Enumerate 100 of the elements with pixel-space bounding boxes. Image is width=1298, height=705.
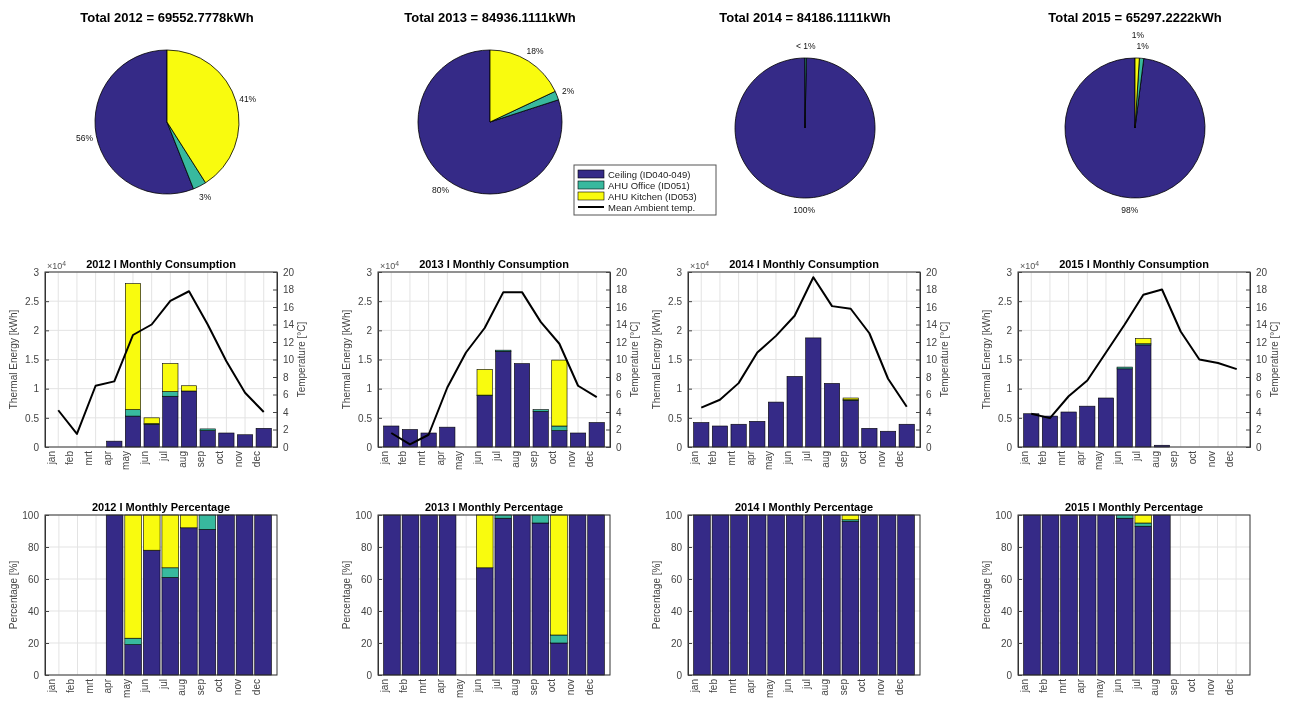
x-tick-label: may	[1093, 451, 1105, 470]
y-tick-label: 1.5	[998, 354, 1013, 366]
y-tick-label: 1	[676, 383, 683, 395]
x-tick-label: jun	[1112, 679, 1124, 694]
y-tick-label: 0	[366, 441, 373, 453]
y2-tick-label: 16	[283, 301, 295, 313]
y-tick-label: 20	[360, 637, 373, 649]
y-tick-label: 1	[1006, 383, 1013, 395]
y2-tick-label: 8	[283, 371, 289, 383]
y-tick-label: 60	[670, 573, 683, 585]
y-tick-label: 0.5	[358, 412, 373, 424]
x-tick-label: feb	[707, 450, 719, 465]
x-tick-label: nov	[875, 679, 887, 696]
y-tick-label: 0.5	[998, 412, 1013, 424]
y-tick-label: 100	[995, 509, 1013, 521]
x-tick-label: jun	[782, 679, 794, 694]
y-tick-label: 20	[1000, 637, 1013, 649]
x-tick-label: dec	[1224, 451, 1236, 468]
y-tick-label: 0	[366, 669, 373, 681]
data-label: 2%	[561, 86, 575, 97]
chart-title: Total 2013 = 84936.1111kWh	[404, 10, 576, 25]
y2-tick-label: 16	[926, 301, 938, 313]
y-tick-label: 1.5	[25, 354, 40, 366]
x-tick-label: jun	[139, 451, 151, 466]
data-label: 1%	[1131, 30, 1145, 41]
y-axis-title: Percentage [%]	[981, 560, 992, 630]
y2-tick-label: 12	[1256, 336, 1268, 348]
y-tick-label: 40	[27, 605, 40, 617]
x-tick-label: feb	[1037, 678, 1049, 693]
y2-tick-label: 16	[1256, 301, 1268, 313]
y-tick-label: 40	[670, 605, 683, 617]
y-tick-label: 80	[670, 541, 683, 553]
x-tick-label: nov	[565, 679, 577, 696]
x-tick-label: jul	[157, 679, 169, 691]
x-tick-label: jan	[1019, 679, 1031, 694]
text: ×10$^{4}$	[690, 259, 710, 271]
x-tick-label: may	[763, 451, 775, 470]
x-tick-label: jul	[490, 679, 502, 691]
text: ×10$^{4}$	[380, 259, 400, 271]
y2-tick-label: 6	[283, 389, 289, 401]
y-tick-label: 1.5	[358, 354, 373, 366]
x-tick-label: mrt	[416, 678, 428, 694]
x-tick-label: jul	[1130, 451, 1142, 463]
y-tick-label: 3	[33, 266, 40, 278]
x-tick-label: jun	[782, 451, 794, 466]
y-tick-label: 100	[22, 509, 40, 521]
y2-tick-label: 18	[926, 284, 938, 296]
x-tick-label: oct	[546, 450, 558, 465]
y2-tick-label: 6	[926, 389, 932, 401]
y-tick-label: 2	[33, 325, 40, 337]
y-axis-title: Thermal Energy [kWh]	[651, 309, 662, 410]
y2-axis-title: Temperature [°C]	[629, 321, 640, 398]
chart-title: 2012 I Monthly Percentage	[91, 501, 231, 513]
y2-tick-label: 2	[616, 424, 622, 436]
y2-tick-label: 18	[283, 284, 295, 296]
y2-tick-label: 4	[283, 406, 289, 418]
x-tick-label: nov	[232, 679, 244, 696]
chart-title: 2015 I Monthly Consumption	[1059, 258, 1210, 270]
y-tick-label: 80	[27, 541, 40, 553]
x-tick-label: dec	[251, 451, 263, 468]
x-tick-label: jul	[800, 451, 812, 463]
x-tick-label: oct	[213, 450, 225, 465]
y-tick-label: 2.5	[25, 295, 40, 307]
x-tick-label: apr	[102, 678, 114, 694]
x-tick-label: dec	[894, 451, 906, 468]
data-label: 1%	[1136, 41, 1150, 52]
y-tick-label: 1	[366, 383, 373, 395]
x-tick-label: nov	[232, 451, 244, 468]
y2-tick-label: 6	[1256, 389, 1262, 401]
x-tick-label: feb	[397, 450, 409, 465]
y-tick-label: 80	[1000, 541, 1013, 553]
x-tick-label: oct	[856, 450, 868, 465]
y-tick-label: 40	[360, 605, 373, 617]
x-tick-label: dec	[1223, 679, 1235, 696]
x-tick-label: apr	[434, 450, 446, 466]
chart-title: 2013 I Monthly Consumption	[419, 258, 570, 270]
chart-title: Total 2015 = 65297.2222kWh	[1048, 10, 1222, 25]
y2-tick-label: 18	[1256, 284, 1268, 296]
x-tick-label: mrt	[726, 678, 738, 694]
x-tick-label: may	[1093, 679, 1105, 698]
y-tick-label: 100	[355, 509, 373, 521]
x-tick-label: may	[120, 451, 132, 470]
text: ×10$^{4}$	[1020, 259, 1040, 271]
y-tick-label: 2	[366, 325, 373, 337]
y2-tick-label: 14	[926, 319, 938, 331]
y-tick-label: 2.5	[998, 295, 1013, 307]
x-tick-label: dec	[584, 451, 596, 468]
x-tick-label: aug	[819, 679, 831, 696]
y-tick-label: 2.5	[358, 295, 373, 307]
y-tick-label: 60	[360, 573, 373, 585]
x-tick-label: may	[120, 679, 132, 698]
y2-tick-label: 12	[926, 336, 938, 348]
y-axis-title: Thermal Energy [kWh]	[8, 309, 19, 410]
x-tick-label: dec	[893, 679, 905, 696]
y2-tick-label: 20	[616, 266, 628, 278]
y2-tick-label: 12	[616, 336, 628, 348]
x-tick-label: jul	[490, 451, 502, 463]
y2-tick-label: 0	[926, 441, 932, 453]
x-tick-label: aug	[176, 679, 188, 696]
x-tick-label: feb	[1037, 450, 1049, 465]
